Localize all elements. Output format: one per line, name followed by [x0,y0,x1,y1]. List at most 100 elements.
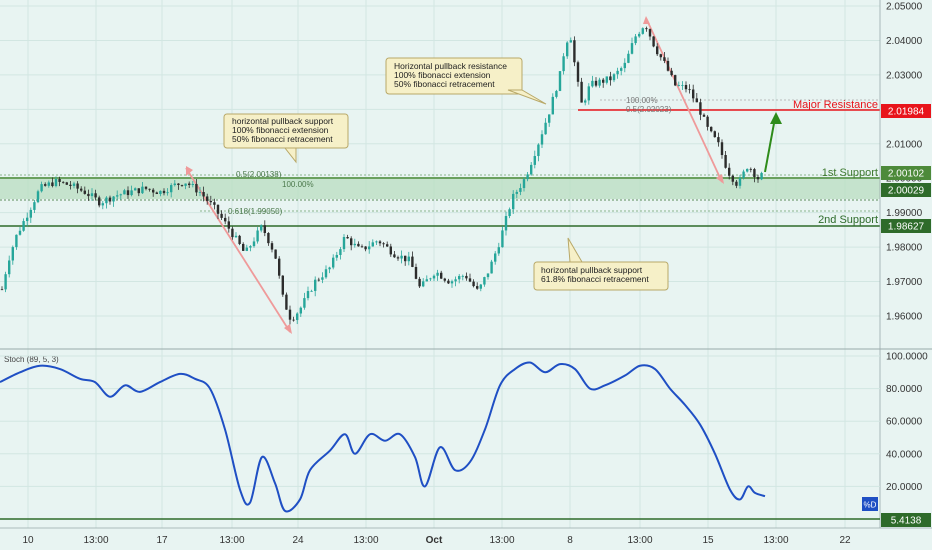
candle-body-107 [386,244,389,247]
annotation-top-box [385,57,523,95]
candle-body-47 [170,185,173,193]
candle-body-110 [396,257,400,259]
candle-body-156 [562,56,565,72]
candle-body-67 [242,243,245,251]
candle-body-97 [350,238,353,246]
candle-body-174 [627,53,630,63]
candle-body-137 [494,253,497,262]
candle-body-190 [684,84,688,90]
candle-body-79 [285,294,288,310]
stoch-badge[interactable]: %D [862,497,878,511]
candle-body-75 [270,243,274,250]
candle-body-172 [620,68,623,71]
time-axis-ticks: 10 13:00 17 13:00 24 13:00 Oct 13:00 8 13:00 15 13:… [22,535,851,546]
annotation-bottom: horizontal pullback support 61.8% fibona… [533,237,669,291]
stoch-tick-3: 40.0000 [886,449,923,460]
candle-body-78 [281,275,284,295]
candle-body-50 [180,185,184,186]
candle-body-32 [116,195,119,197]
candle-body-131 [472,281,475,287]
candle-body-186 [670,70,673,76]
time-tick-10: 15 [702,535,714,546]
candle-body-28 [101,203,104,206]
price-tick-7: 1.98000 [886,243,923,254]
fib-arrow-head-top-right [643,16,650,24]
candle-body-18 [65,182,68,185]
annotation-top-pointer [507,89,547,105]
candle-body-121 [436,272,439,276]
time-tick-4: 24 [292,535,304,546]
level-tag-first-bg [881,166,931,180]
candle-body-84 [303,298,306,308]
price-tick-6: 1.99000 [886,208,923,219]
candle-body-168 [605,76,608,83]
candle-body-27 [98,197,101,206]
candle-body-80 [288,309,292,320]
candle-body-146 [526,174,529,180]
stoch-last-tag-bg [881,513,931,527]
candle-body-81 [292,319,295,321]
candle-body-122 [440,272,443,279]
candle-body-48 [173,183,176,186]
candle-body-3 [11,247,14,261]
candle-body-167 [602,79,605,83]
second-support-label: 2nd Support [818,214,878,226]
candle-body-41 [148,188,151,190]
annotation-top: Horizontal pullback resistance 100% fibo… [385,57,547,105]
price-tick-0: 2.05000 [886,2,923,13]
candle-body-70 [252,241,256,247]
candle-body-38 [137,188,140,194]
candle-body-63 [227,221,230,229]
time-tick-0: 10 [22,535,34,546]
candle-body-19 [69,184,72,186]
candle-body-51 [184,183,187,186]
candle-body-209 [753,169,756,178]
candle-body-157 [566,42,569,57]
candle-body-128 [461,275,464,277]
candle-body-119 [429,278,432,280]
candle-body-130 [468,278,472,282]
annotation-bottom-box [533,261,669,291]
price-tick-4: 2.01000 [886,139,923,150]
stoch-badge-text: %D [864,501,877,510]
candle-body-64 [231,228,234,238]
candle-body-98 [353,243,356,246]
candle-body-202 [728,167,731,176]
stoch-tick-0: 100.0000 [886,352,928,363]
candle-body-195 [702,114,706,117]
candle-body-42 [152,189,155,193]
candle-body-111 [400,255,403,259]
candlesticks [0,26,763,325]
candle-body-176 [634,36,637,44]
candle-body-200 [720,142,724,156]
candle-body-108 [389,246,392,255]
level-tag-second-bg [881,219,931,233]
candle-body-179 [645,28,648,30]
candle-body-189 [681,84,684,86]
candle-body-26 [94,193,97,198]
candle-body-162 [584,100,587,103]
forecast-arrow-head [770,112,782,124]
candle-body-201 [724,155,727,168]
candle-body-31 [112,196,115,202]
candle-body-56 [202,192,205,197]
candle-body-55 [198,192,202,193]
time-tick-9: 13:00 [627,535,652,546]
candle-body-149 [537,144,540,157]
candle-body-194 [699,102,702,115]
candle-body-96 [346,237,349,239]
candle-body-210 [756,177,760,180]
candle-body-93 [335,254,338,258]
candle-body-57 [206,196,209,201]
candle-body-77 [278,258,281,276]
stoch-last-tag: 5.4138 [881,513,931,527]
candle-body-91 [328,267,331,270]
stoch-badge-bg[interactable] [862,497,878,511]
candle-body-129 [465,275,468,279]
candle-body-211 [760,172,763,180]
candle-body-43 [155,192,158,195]
candle-body-94 [339,249,342,255]
candle-body-207 [746,168,749,172]
candle-body-74 [267,233,270,244]
annotation-bottom-pointer [567,237,583,263]
